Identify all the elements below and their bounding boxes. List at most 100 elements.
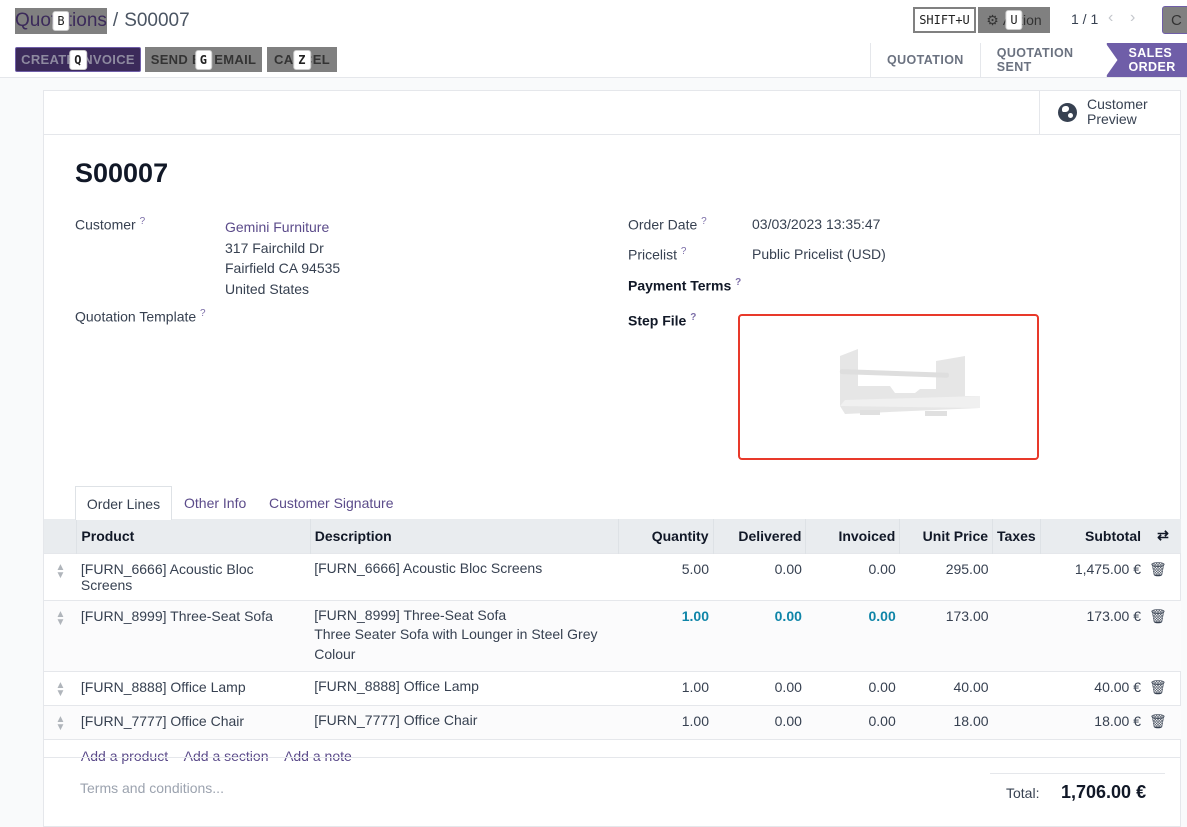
cell-description[interactable]: [FURN_8999] Three-Seat Sofa Three Seater … — [310, 599, 619, 672]
step-file-viewer[interactable] — [738, 314, 1039, 460]
table-row[interactable]: ▲ ▼ [FURN_7777] Office Chair [FURN_7777] … — [44, 705, 1181, 740]
3d-model-preview — [839, 349, 980, 416]
cell-invoiced[interactable]: 0.00 — [805, 705, 900, 740]
cell-subtotal: 173.00 € — [1040, 599, 1145, 672]
cell-quantity[interactable]: 1.00 — [618, 705, 713, 740]
pager-next-icon[interactable]: › — [1130, 9, 1136, 26]
cell-invoiced[interactable]: 0.00 — [805, 552, 900, 600]
shortcut-hint: Q — [69, 49, 87, 70]
help-icon[interactable]: ? — [139, 216, 146, 227]
cell-product[interactable]: [FURN_6666] Acoustic Bloc Screens — [76, 552, 311, 600]
tab-order-lines[interactable]: Order Lines — [75, 486, 172, 520]
drag-handle-icon[interactable]: ▲ ▼ — [44, 599, 77, 672]
cell-subtotal: 1,475.00 € — [1040, 552, 1145, 600]
help-icon[interactable]: ? — [690, 312, 697, 323]
col-delivered[interactable]: Delivered — [713, 519, 807, 553]
cell-quantity[interactable]: 5.00 — [618, 552, 713, 600]
drag-handle-icon[interactable]: ▲ ▼ — [44, 552, 77, 600]
drag-handle-icon[interactable]: ▲ ▼ — [44, 671, 77, 706]
order-date-value[interactable]: 03/03/2023 13:35:47 — [752, 216, 881, 232]
cell-unit-price[interactable]: 295.00 — [899, 552, 993, 600]
status-quotation[interactable]: QUOTATION — [870, 43, 980, 77]
pricelist-value[interactable]: Public Pricelist (USD) — [752, 246, 886, 262]
cell-invoiced[interactable]: 0.00 — [805, 671, 900, 706]
cell-description[interactable]: [FURN_7777] Office Chair — [310, 705, 619, 740]
drag-handle-icon[interactable]: ▲ ▼ — [44, 705, 77, 740]
cell-taxes[interactable] — [992, 552, 1041, 600]
add-note-link[interactable]: Add a note — [284, 748, 352, 764]
help-icon[interactable]: ? — [701, 216, 707, 227]
trash-icon[interactable]: 🗑 — [1145, 671, 1181, 706]
table-header: Product Description Quantity Delivered I… — [44, 519, 1181, 553]
status-quotation-sent[interactable]: QUOTATION SENT — [979, 43, 1106, 77]
table-row[interactable]: ▲ ▼ [FURN_8888] Office Lamp [FURN_8888] O… — [44, 671, 1181, 706]
customer-field[interactable]: Gemini Furniture 317 Fairchild Dr Fairfi… — [225, 219, 341, 297]
cell-taxes[interactable] — [992, 599, 1041, 672]
shortcut-hint: G — [194, 49, 213, 70]
cell-quantity[interactable]: 1.00 — [618, 671, 713, 706]
shortcut-hint: Z — [293, 49, 311, 70]
table-row[interactable]: ▲ ▼ [FURN_6666] Acoustic Bloc Screens [FU… — [44, 552, 1181, 600]
pager-value[interactable]: 1 / 1 — [1071, 11, 1099, 27]
tab-customer-signature[interactable]: Customer Signature — [269, 495, 394, 511]
shortcut-hint: B — [52, 11, 70, 31]
order-date-label: Order Date ? — [628, 216, 707, 233]
customer-preview-button[interactable]: Customer Preview — [1039, 90, 1181, 134]
gear-icon: ⚙ — [986, 11, 999, 28]
cell-taxes[interactable] — [992, 705, 1041, 740]
cell-subtotal: 40.00 € — [1040, 671, 1145, 706]
action-button[interactable]: ⚙ActionU — [978, 7, 1050, 33]
col-unit-price[interactable]: Unit Price — [899, 519, 994, 553]
add-product-link[interactable]: Add a product — [80, 748, 169, 764]
col-description[interactable]: Description — [310, 519, 619, 553]
col-invoiced[interactable]: Invoiced — [805, 519, 901, 553]
breadcrumb-parent-link[interactable]: QuotationsB — [15, 8, 107, 34]
cancel-button[interactable]: CANCELZ — [267, 47, 337, 72]
cell-delivered[interactable]: 0.00 — [713, 599, 806, 672]
shortcut-hint: U — [1005, 10, 1023, 30]
cell-product[interactable]: [FURN_8888] Office Lamp — [76, 671, 311, 706]
trash-icon[interactable]: 🗑 — [1145, 705, 1181, 740]
col-product[interactable]: Product — [76, 519, 311, 553]
status-bar: QUOTATION QUOTATION SENT SALES ORDER — [870, 43, 1187, 77]
pricelist-label: Pricelist ? — [628, 246, 687, 263]
order-lines-table: Product Description Quantity Delivered I… — [44, 519, 1181, 772]
step-file-label: Step File ? — [628, 312, 697, 329]
cell-taxes[interactable] — [992, 671, 1041, 706]
customer-link[interactable]: Gemini Furniture — [225, 219, 330, 235]
create-invoice-button[interactable]: CREATE INVOICE Q — [15, 47, 141, 72]
cell-quantity[interactable]: 1.00 — [618, 599, 713, 672]
cell-delivered[interactable]: 0.00 — [713, 705, 806, 740]
add-line-row: Add a product Add a section Add a note — [44, 739, 1181, 772]
add-section-link[interactable]: Add a section — [183, 748, 269, 764]
cell-description[interactable]: [FURN_6666] Acoustic Bloc Screens — [310, 552, 619, 600]
divider — [990, 773, 1165, 774]
cell-unit-price[interactable]: 18.00 — [899, 705, 993, 740]
trash-icon[interactable]: 🗑 — [1145, 552, 1181, 600]
terms-input[interactable]: Terms and conditions... — [80, 780, 224, 796]
cell-unit-price[interactable]: 173.00 — [899, 599, 993, 672]
record-title: S00007 — [75, 158, 169, 188]
cell-product[interactable]: [FURN_8999] Three-Seat Sofa — [76, 599, 311, 672]
status-sales-order[interactable]: SALES ORDER — [1105, 43, 1187, 77]
cell-delivered[interactable]: 0.00 — [713, 552, 806, 600]
cell-invoiced[interactable]: 0.00 — [805, 599, 900, 672]
table-row[interactable]: ▲ ▼ [FURN_8999] Three-Seat Sofa [FURN_899… — [44, 599, 1181, 672]
col-subtotal[interactable]: Subtotal — [1040, 519, 1145, 553]
pager-prev-icon[interactable]: ‹ — [1108, 9, 1114, 26]
column-settings-icon[interactable]: ⇄ — [1145, 519, 1181, 553]
help-icon[interactable]: ? — [200, 308, 206, 319]
create-button[interactable]: C — [1162, 6, 1187, 34]
col-quantity[interactable]: Quantity — [618, 519, 714, 553]
quotation-template-field[interactable] — [225, 305, 585, 327]
cell-unit-price[interactable]: 40.00 — [899, 671, 993, 706]
cell-product[interactable]: [FURN_7777] Office Chair — [76, 705, 311, 740]
col-taxes[interactable]: Taxes — [992, 519, 1041, 553]
trash-icon[interactable]: 🗑 — [1145, 599, 1181, 672]
help-icon[interactable]: ? — [735, 277, 742, 288]
tab-other-info[interactable]: Other Info — [184, 495, 247, 511]
help-icon[interactable]: ? — [680, 246, 687, 257]
cell-delivered[interactable]: 0.00 — [713, 671, 806, 706]
cell-description[interactable]: [FURN_8888] Office Lamp — [310, 671, 619, 706]
